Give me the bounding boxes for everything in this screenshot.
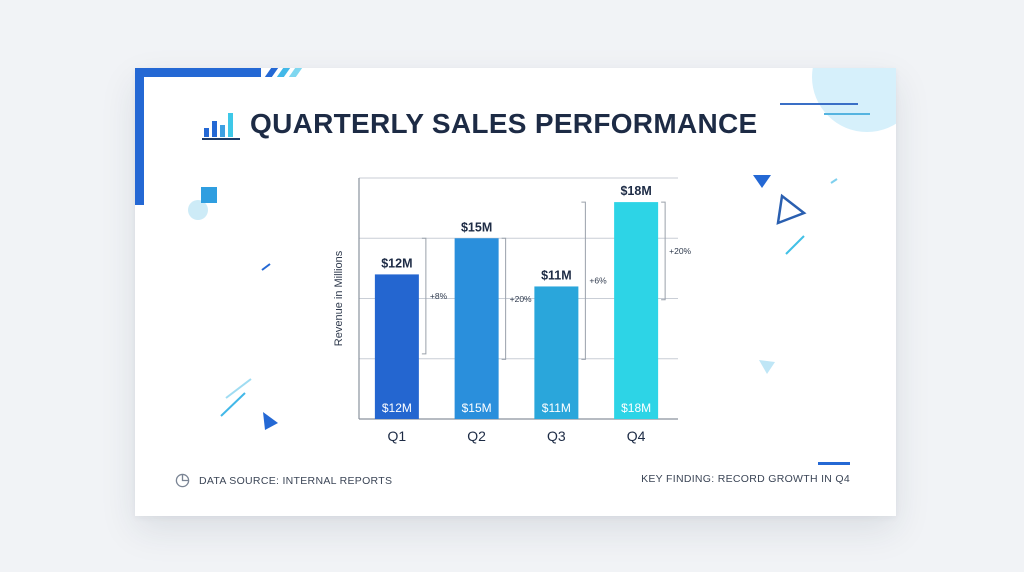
data-source-note: DATA SOURCE: INTERNAL REPORTS <box>175 473 392 488</box>
growth-bracket <box>501 237 507 360</box>
decorative-square <box>201 187 217 203</box>
bar-q1 <box>374 274 419 419</box>
data-source-text: DATA SOURCE: INTERNAL REPORTS <box>199 474 393 487</box>
x-tick-label: Q2 <box>467 428 486 444</box>
decorative-triangle-outline <box>776 193 807 225</box>
bar-inside-label: $15M <box>462 401 492 415</box>
bar-q3 <box>534 286 579 419</box>
decorative-dash <box>785 235 805 255</box>
growth-annotation: +8% <box>430 291 448 301</box>
footer-accent-line <box>818 462 850 465</box>
growth-annotation: +20% <box>510 294 532 304</box>
growth-annotation: +20% <box>669 246 691 256</box>
growth-annotation: +6% <box>589 276 607 286</box>
bar-chart: Revenue in Millions $12M $12M Q1 $15M $15M Q2 $… <box>333 177 692 444</box>
growth-bracket <box>421 237 427 355</box>
bar-value-label: $15M <box>461 220 492 234</box>
growth-bracket <box>581 201 586 360</box>
pie-chart-icon <box>175 473 190 488</box>
bar-value-label: $18M <box>620 184 651 198</box>
decorative-triangle <box>753 175 771 188</box>
decorations <box>188 175 838 430</box>
decorative-triangle <box>759 360 775 374</box>
bar-chart-icon <box>202 108 240 140</box>
bar-inside-label: $11M <box>542 401 571 415</box>
decorative-dash <box>261 263 271 271</box>
corner-accent-bar-left <box>135 68 144 205</box>
decorative-triangle <box>263 412 278 430</box>
decorative-circle-small <box>188 200 208 220</box>
decorative-dash <box>830 178 838 184</box>
slide-card: QUARTERLY SALES PERFORMANCE Revenue in M… <box>135 68 896 516</box>
decorative-line <box>824 113 870 115</box>
x-tick-label: Q3 <box>547 428 566 444</box>
x-tick-label: Q1 <box>388 428 407 444</box>
bar-value-label: $12M <box>381 256 412 270</box>
page-title: QUARTERLY SALES PERFORMANCE <box>250 108 758 139</box>
decorative-dash <box>220 392 246 417</box>
title-row: QUARTERLY SALES PERFORMANCE <box>202 108 758 140</box>
decorative-line <box>780 103 858 105</box>
key-finding-text: KEY FINDING: RECORD GROWTH IN Q4 <box>641 473 850 485</box>
bar-q2 <box>454 238 499 419</box>
x-tick-label: Q4 <box>627 428 646 444</box>
corner-accent-bar-top <box>135 68 261 77</box>
growth-bracket <box>661 201 666 301</box>
bar-q4 <box>614 202 659 419</box>
bar-inside-label: $12M <box>382 401 412 415</box>
bar-inside-label: $18M <box>621 401 651 415</box>
bar-value-label: $11M <box>541 268 572 282</box>
y-axis-label: Revenue in Millions <box>333 250 345 346</box>
decorative-dash <box>225 378 252 399</box>
